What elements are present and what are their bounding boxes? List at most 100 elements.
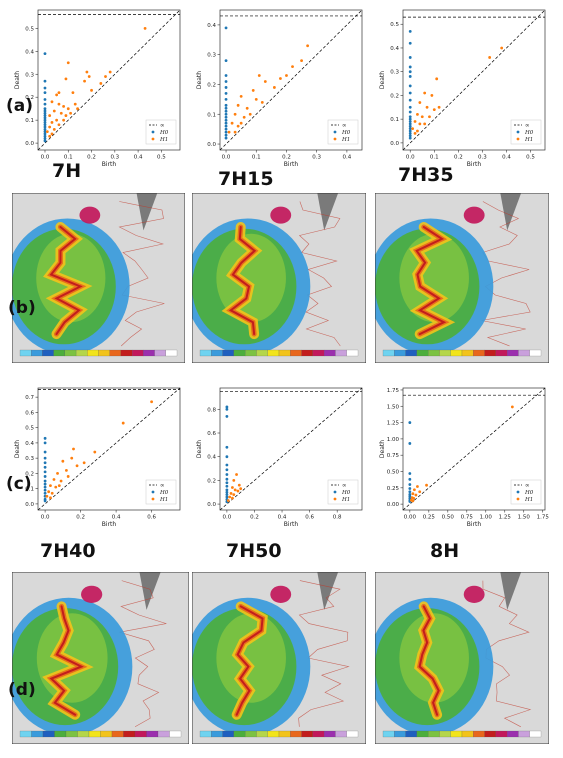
legend-box	[327, 119, 359, 145]
rain-band-red	[49, 605, 84, 716]
y-tick-label: 0.4	[25, 49, 34, 55]
color-scale-segment	[405, 730, 417, 738]
h0-point	[43, 114, 47, 117]
color-scale-segment	[87, 349, 99, 357]
h1-point	[260, 100, 264, 104]
h1-point	[57, 91, 61, 95]
h0-point	[43, 132, 47, 136]
h1-point	[232, 478, 236, 482]
color-scale-segment	[324, 349, 336, 357]
x-tick-label: 0.0	[223, 515, 232, 521]
h0-point	[408, 117, 412, 121]
rain-band-red	[228, 226, 257, 336]
color-scale-segment	[98, 349, 110, 357]
h1-point	[411, 127, 415, 131]
h1-point	[300, 59, 303, 63]
y-tick-label: 0.1	[390, 117, 399, 123]
color-scale-segment	[245, 730, 257, 738]
color-scale-segment	[518, 730, 530, 738]
y-tick-label: 0.0	[25, 502, 34, 508]
y-tick-label: 1.00	[387, 437, 400, 443]
h1-point	[61, 459, 65, 463]
h1-point	[64, 114, 68, 117]
h1-point	[57, 484, 61, 487]
h1-point	[49, 496, 52, 500]
h1-point	[50, 121, 54, 124]
h0-point	[43, 436, 47, 440]
y-tick-label: 0.2	[390, 93, 399, 99]
radar-blind-sector	[500, 193, 522, 231]
h0-point	[43, 123, 47, 127]
y-tick-label: 0.2	[25, 95, 34, 101]
h1-point	[54, 485, 58, 489]
h1-point	[231, 486, 234, 489]
legend-h0-swatch	[516, 130, 520, 134]
h1-point	[108, 70, 112, 74]
h1-point	[70, 456, 74, 460]
h1-point	[65, 468, 68, 472]
x-axis-label: Birth	[467, 161, 482, 168]
x-tick-label: 0.0	[222, 155, 231, 161]
h0-point	[43, 127, 47, 131]
convective-cell	[463, 206, 485, 224]
color-scale-segment	[233, 730, 246, 738]
legend-box	[145, 119, 177, 145]
y-tick-label: 0.0	[390, 141, 399, 147]
legend-h0-swatch	[151, 490, 155, 494]
legend-h0-label: H0	[341, 130, 351, 136]
y-tick-label: 0.2	[25, 471, 34, 477]
color-scale-segment	[42, 349, 54, 357]
legend-infinity-label: ∞	[525, 123, 530, 129]
color-scale-segment	[267, 730, 280, 738]
h1-point	[85, 70, 89, 74]
x-tick-label: 0.2	[76, 515, 85, 521]
h1-point	[425, 483, 428, 487]
persistence-diagram-7H40: 0.0 0.2 0.4 0.6 0.0 0.1 0.2 0.3 0.4 0.5 0.6 0.7 Birt…	[8, 384, 184, 532]
h1-point	[143, 26, 147, 30]
h0-point	[408, 70, 412, 74]
h1-point	[510, 405, 514, 409]
h1-point	[236, 124, 240, 128]
color-scale-segment	[416, 730, 429, 738]
h0-point	[408, 41, 412, 45]
color-scale-segment	[211, 349, 223, 357]
precip-moderate-area	[399, 613, 469, 703]
color-scale-segment	[31, 349, 43, 357]
h1-point	[62, 118, 66, 122]
coastline	[481, 201, 531, 347]
color-scale-segment	[54, 730, 67, 738]
persistence-diagram-8H: 0.00 0.25 0.50 0.75 1.00 1.25 1.50 1.75 0.00 0.25…	[373, 384, 549, 532]
h1-point	[272, 86, 276, 89]
radar-map-7H	[12, 193, 185, 363]
x-tick-label: 0.2	[454, 155, 463, 161]
h1-point	[416, 113, 419, 116]
color-scale-segment	[428, 730, 440, 738]
time-label-7H40: 7H40	[40, 540, 96, 562]
h1-point	[73, 102, 77, 106]
h0-point	[408, 492, 412, 496]
h0-point	[43, 465, 47, 469]
color-scale-segment	[439, 730, 451, 738]
h1-point	[291, 65, 294, 68]
color-scale-segment	[428, 349, 440, 357]
x-tick-label: 0.0	[41, 515, 50, 521]
legend-infinity-label: ∞	[342, 123, 347, 129]
h0-point	[43, 125, 47, 129]
color-scale-segment	[335, 730, 347, 738]
y-tick-label: 0.1	[25, 487, 34, 493]
x-tick-label: 0.0	[406, 155, 415, 161]
color-scale-segment	[31, 730, 44, 738]
h1-point	[55, 93, 59, 97]
y-tick-label: 0.4	[25, 441, 34, 447]
y-tick-label: 0.3	[390, 70, 399, 76]
y-tick-label: 0.4	[207, 23, 216, 29]
h0-point	[43, 116, 47, 120]
h1-point	[52, 127, 56, 131]
h0-point	[225, 490, 229, 494]
convective-cell	[463, 585, 485, 603]
color-scale-segment	[507, 349, 519, 357]
h0-point	[224, 92, 228, 95]
h1-point	[411, 492, 415, 496]
y-tick-label: 1.50	[387, 404, 400, 410]
h0-point	[224, 97, 228, 101]
